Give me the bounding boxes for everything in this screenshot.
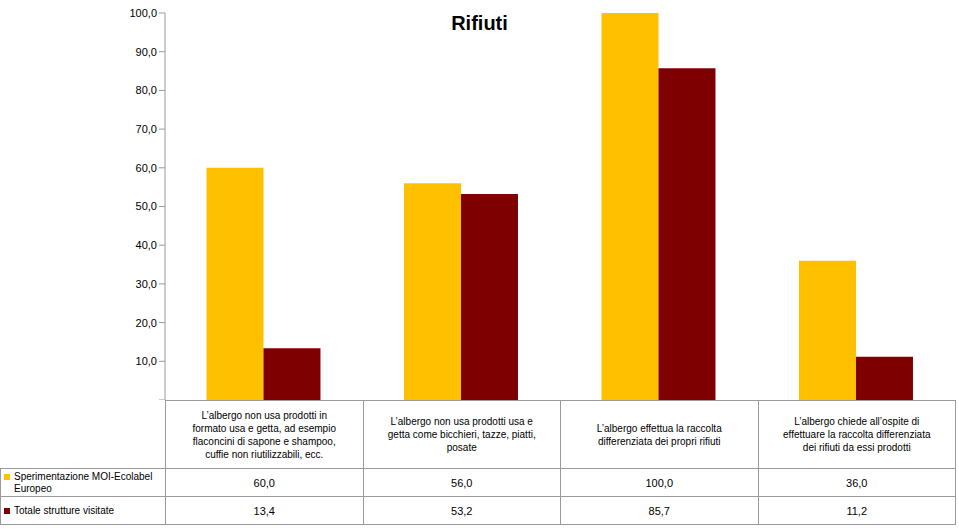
html-text:100,0: 100,0	[645, 476, 673, 489]
html-text:L’albergo chiede all’ospite di: L’albergo chiede all’ospite di effettuar…	[783, 416, 931, 453]
html-text:L’albergo non usa prodotti in: L’albergo non usa prodotti in formato us…	[192, 409, 336, 460]
svg-text:20,0: 20,0	[136, 317, 157, 329]
svg-text:40,0: 40,0	[136, 239, 157, 251]
html-text:53,2: 53,2	[451, 504, 473, 517]
svg-text:10,0: 10,0	[136, 355, 157, 367]
html-text:13,4: 13,4	[253, 504, 275, 517]
svg-text:80,0: 80,0	[136, 84, 157, 96]
svg-text:100,0: 100,0	[129, 7, 157, 19]
html-text:Rifiuti: Rifiuti	[451, 12, 508, 34]
html-text:60,0: 60,0	[253, 476, 275, 489]
svg-text:-: -	[153, 394, 157, 400]
html-text:11,2: 11,2	[846, 504, 867, 517]
html-text:L’albergo non usa prodotti usa: L’albergo non usa prodotti usa e getta c…	[387, 416, 536, 453]
html-text:Sperimentazione MOI-Ecolabel E: Sperimentazione MOI-Ecolabel Europeo	[14, 470, 153, 494]
html-text:L’albergo effettua la raccolta: L’albergo effettua la raccolta differenz…	[596, 422, 722, 447]
svg-text:60,0: 60,0	[136, 162, 157, 174]
html-text:56,0: 56,0	[451, 476, 473, 489]
svg-text:50,0: 50,0	[136, 200, 157, 212]
svg-text:30,0: 30,0	[136, 278, 157, 290]
svg-text:90,0: 90,0	[136, 46, 157, 58]
html-text:36,0: 36,0	[846, 476, 868, 489]
svg-text:70,0: 70,0	[136, 123, 157, 135]
html-text:Totale strutture visitate: Totale strutture visitate	[14, 504, 114, 516]
html-text:85,7: 85,7	[648, 504, 670, 517]
